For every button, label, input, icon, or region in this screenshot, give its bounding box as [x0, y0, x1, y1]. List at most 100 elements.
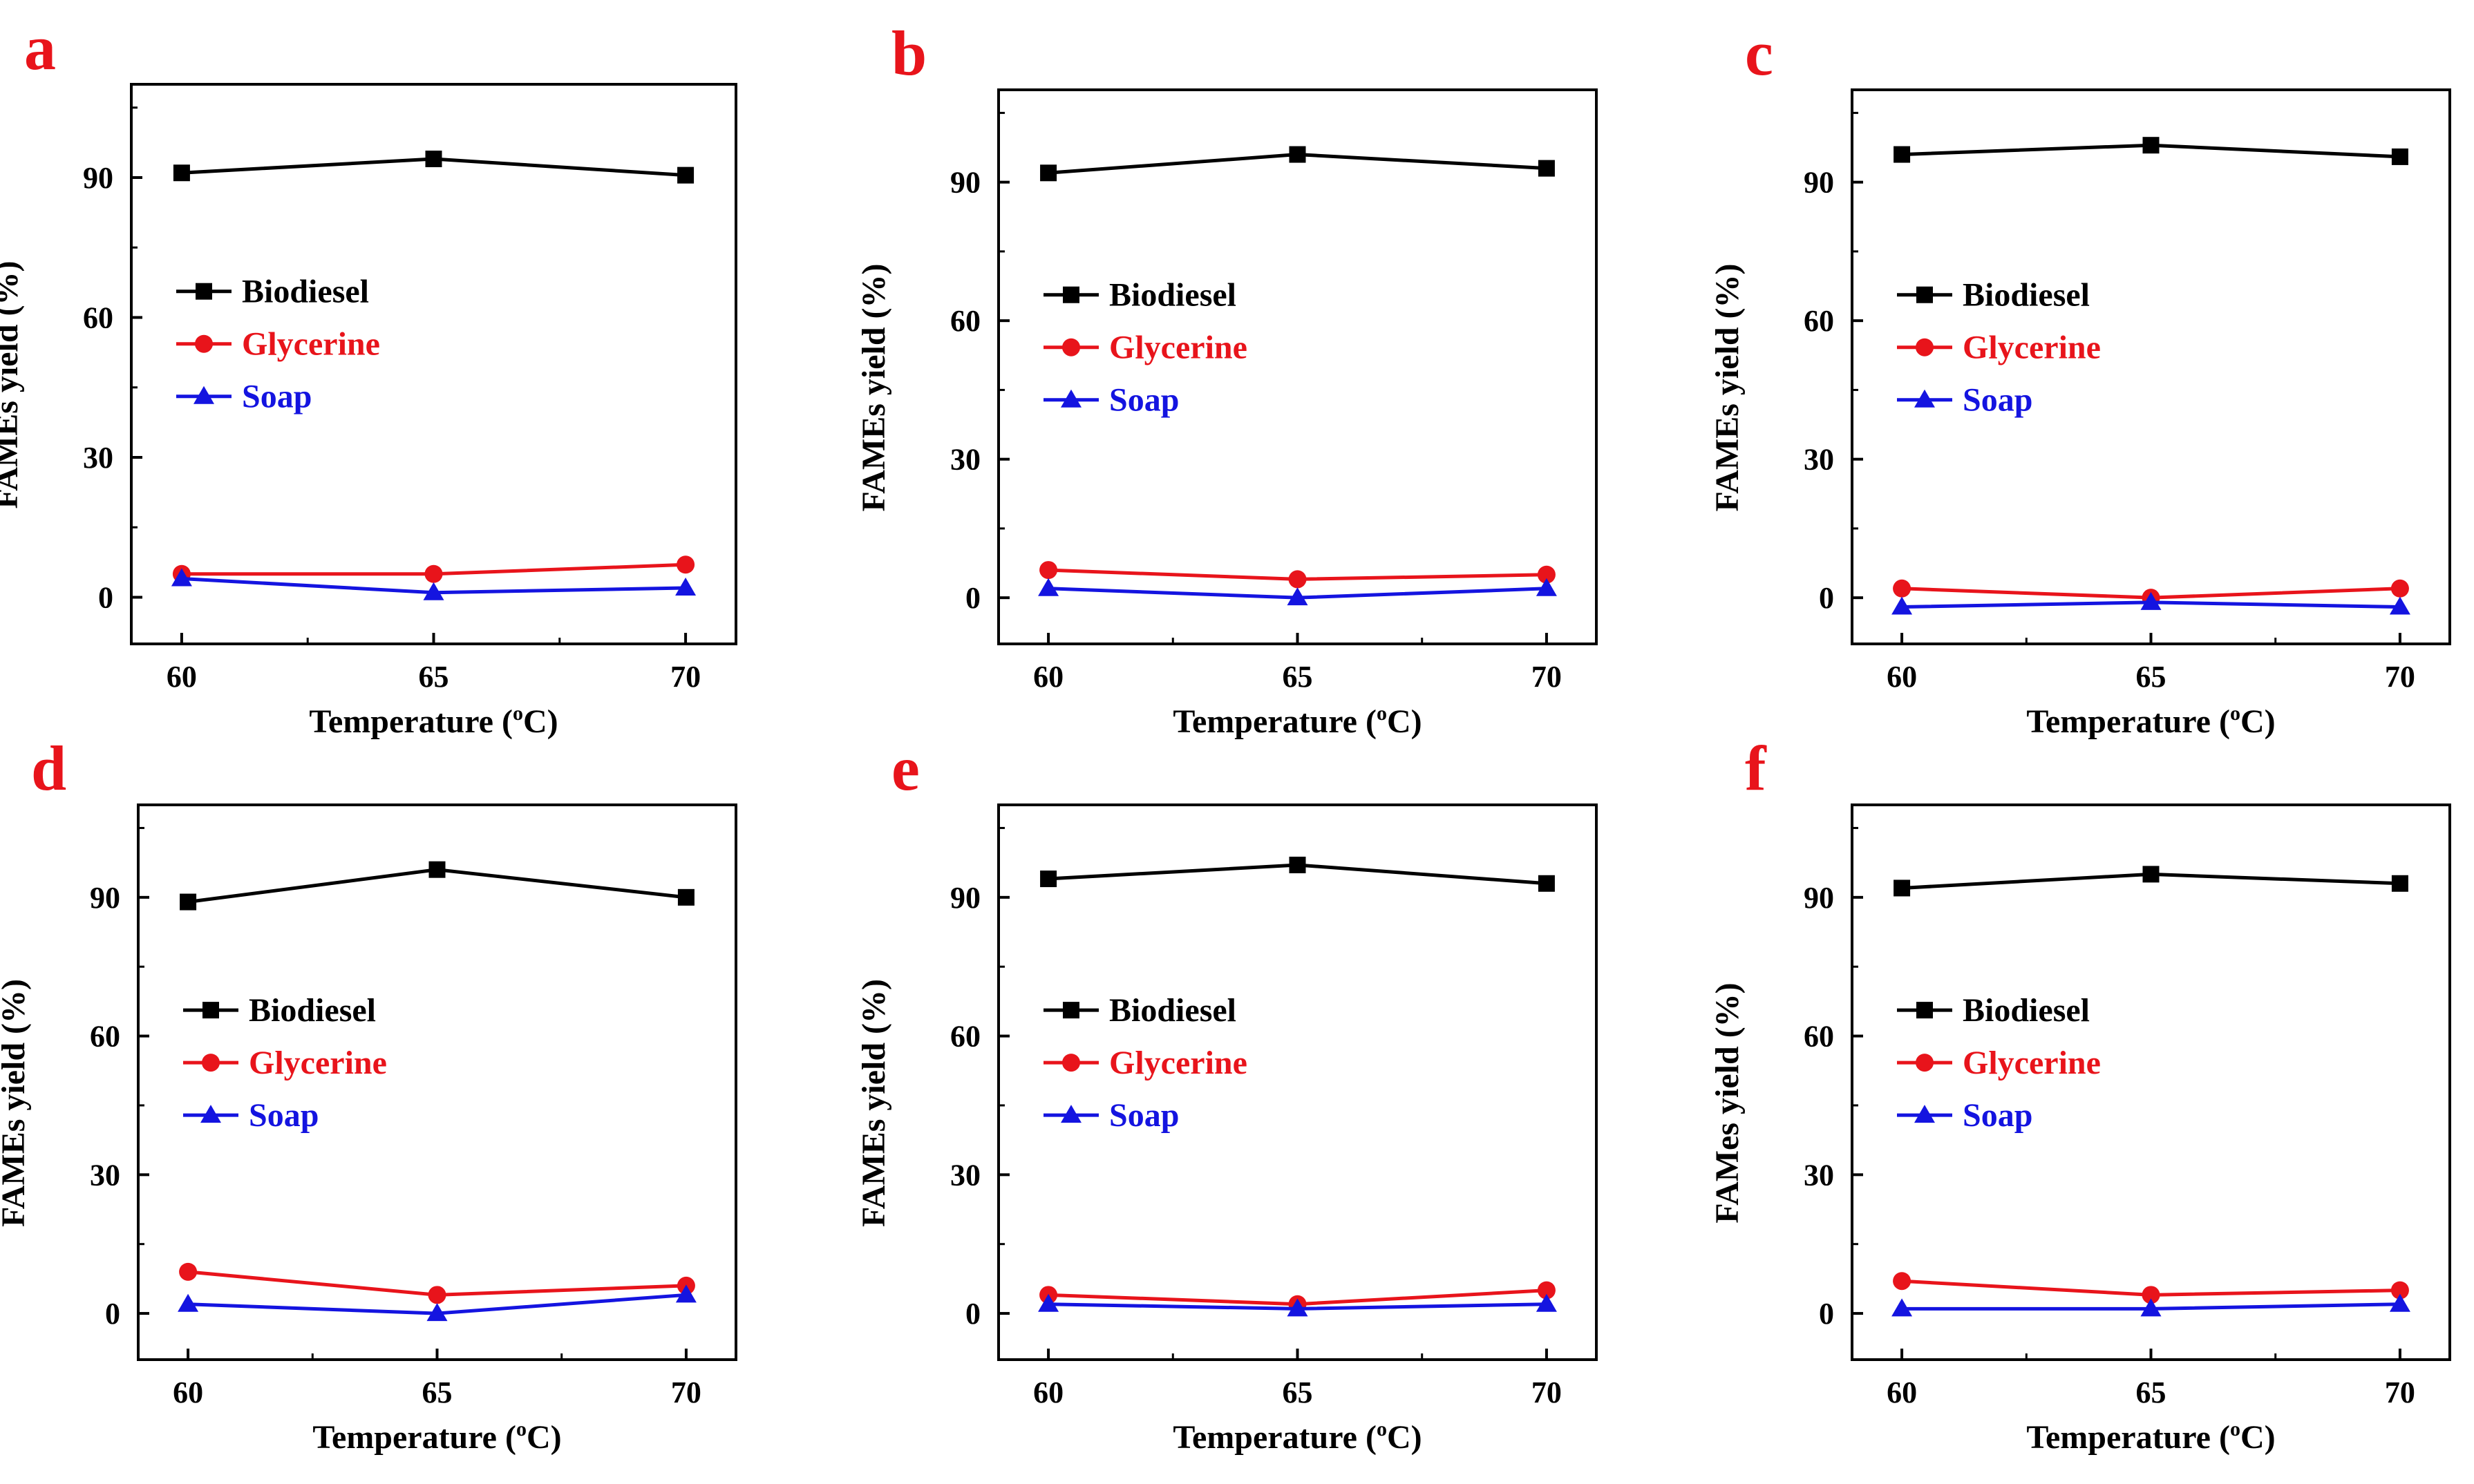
- x-tick-label: 65: [2136, 660, 2166, 694]
- data-point-glycerine: [1893, 579, 1911, 598]
- legend-marker-biodiesel: [202, 1002, 219, 1019]
- legend-label-soap: Soap: [1109, 382, 1179, 419]
- panel-letter: a: [24, 12, 56, 83]
- panel-letter: b: [891, 18, 927, 88]
- data-point-soap: [2140, 591, 2162, 610]
- x-axis-label: Temperature (oC): [2026, 1418, 2275, 1456]
- legend-label-biodiesel: Biodiesel: [1963, 992, 2090, 1029]
- data-point-soap: [426, 1303, 448, 1322]
- y-tick-label: 30: [90, 1158, 120, 1192]
- data-point-biodiesel: [2391, 875, 2408, 892]
- x-tick-label: 65: [1283, 1376, 1313, 1409]
- legend-marker-biodiesel: [1063, 1002, 1079, 1019]
- legend-label-soap: Soap: [242, 379, 312, 415]
- panel-f: f 0 30 60 90 60 65 70 Temperature (oC) FAMes yiel…: [1709, 733, 2451, 1456]
- y-tick-label: 90: [83, 161, 113, 195]
- legend-marker-biodiesel: [196, 283, 212, 300]
- y-tick-label: 30: [950, 1158, 981, 1192]
- y-tick-label: 0: [98, 581, 113, 615]
- legend-marker-glycerine: [202, 1054, 220, 1072]
- y-tick-label: 90: [950, 166, 981, 200]
- y-tick-label: 60: [90, 1020, 120, 1054]
- x-axis-label: Temperature (oC): [312, 1418, 561, 1456]
- legend-marker-glycerine: [1916, 338, 1934, 356]
- data-point-soap: [2140, 1298, 2162, 1317]
- data-point-glycerine: [1288, 570, 1307, 589]
- y-axis-label: FAMes yield (%): [1709, 982, 1746, 1223]
- x-tick-label: 65: [2136, 1376, 2166, 1409]
- plot-frame: [130, 83, 737, 645]
- x-tick-label: 70: [1531, 1376, 1562, 1409]
- y-tick-label: 90: [1804, 881, 1834, 915]
- panel-letter: d: [31, 733, 66, 803]
- panel-b: b 0 30 60 90 60 65 70 Temperature (oC) FAMEs yiel…: [856, 18, 1598, 740]
- x-tick-label: 60: [1887, 660, 1917, 694]
- data-point-glycerine: [428, 1286, 446, 1304]
- plot-frame: [1851, 803, 2451, 1361]
- y-tick-label: 30: [83, 441, 113, 475]
- y-tick-label: 0: [1819, 581, 1834, 615]
- legend-marker-soap: [1914, 389, 1935, 408]
- legend-label-biodiesel: Biodiesel: [1109, 277, 1236, 314]
- y-tick-label: 0: [105, 1297, 120, 1331]
- data-point-glycerine: [2390, 579, 2409, 598]
- x-tick-label: 70: [671, 1376, 701, 1409]
- y-tick-label: 30: [1804, 1158, 1834, 1192]
- data-point-soap: [1038, 578, 1059, 596]
- y-axis-label: FAMEs yield (%): [856, 979, 892, 1227]
- y-axis-label: FAMEs yield (%): [1709, 263, 1746, 511]
- legend-label-glycerine: Glycerine: [1963, 1045, 2101, 1081]
- panel-d: d 0 30 60 90 60 65 70 Temperature (oC) FAMEs yiel…: [0, 733, 737, 1456]
- y-tick-label: 0: [965, 1297, 981, 1331]
- legend-marker-biodiesel: [1916, 1002, 1933, 1019]
- panel-letter: f: [1745, 733, 1767, 803]
- data-point-glycerine: [179, 1262, 198, 1281]
- legend-label-biodiesel: Biodiesel: [249, 992, 376, 1029]
- panel-letter: e: [891, 733, 920, 803]
- data-point-biodiesel: [2391, 148, 2408, 165]
- data-point-soap: [423, 582, 444, 600]
- legend-label-biodiesel: Biodiesel: [1963, 277, 2090, 314]
- y-tick-label: 60: [83, 301, 113, 335]
- data-point-soap: [1891, 1298, 1913, 1317]
- data-point-biodiesel: [677, 888, 695, 906]
- data-point-biodiesel: [180, 893, 197, 911]
- legend-label-biodiesel: Biodiesel: [242, 274, 369, 310]
- data-point-soap: [1536, 1293, 1557, 1312]
- y-tick-label: 60: [950, 1020, 981, 1054]
- legend-label-glycerine: Glycerine: [1963, 330, 2101, 366]
- data-point-biodiesel: [1040, 871, 1057, 888]
- x-tick-label: 60: [173, 1376, 203, 1409]
- data-point-glycerine: [424, 564, 443, 583]
- plot-frame: [997, 803, 1598, 1361]
- legend-label-glycerine: Glycerine: [1109, 1045, 1247, 1081]
- data-point-soap: [1891, 596, 1913, 615]
- data-point-glycerine: [1893, 1272, 1911, 1291]
- data-point-soap: [1287, 1298, 1308, 1317]
- data-point-soap: [1536, 578, 1557, 596]
- data-point-biodiesel: [1894, 879, 1911, 897]
- legend-label-soap: Soap: [1109, 1097, 1179, 1134]
- x-tick-label: 65: [1283, 660, 1313, 694]
- data-point-soap: [1287, 587, 1308, 606]
- data-point-soap: [2389, 596, 2410, 615]
- legend-marker-soap: [1061, 1105, 1082, 1123]
- legend-label-soap: Soap: [249, 1097, 319, 1134]
- legend-marker-soap: [1914, 1105, 1935, 1123]
- legend-label-glycerine: Glycerine: [1109, 330, 1247, 366]
- data-point-biodiesel: [677, 167, 695, 184]
- data-point-soap: [675, 1284, 697, 1303]
- data-point-biodiesel: [2142, 137, 2160, 154]
- data-point-soap: [675, 578, 697, 596]
- data-point-biodiesel: [1289, 856, 1306, 873]
- y-tick-label: 30: [950, 443, 981, 477]
- legend-label-glycerine: Glycerine: [249, 1045, 387, 1081]
- x-tick-label: 60: [1033, 1376, 1064, 1409]
- x-tick-label: 60: [1033, 660, 1064, 694]
- x-axis-label: Temperature (oC): [309, 702, 558, 740]
- legend-marker-glycerine: [195, 334, 213, 353]
- data-point-biodiesel: [2142, 866, 2160, 883]
- legend-label-soap: Soap: [1963, 1097, 2032, 1134]
- x-tick-label: 70: [1531, 660, 1562, 694]
- x-tick-label: 65: [422, 1376, 453, 1409]
